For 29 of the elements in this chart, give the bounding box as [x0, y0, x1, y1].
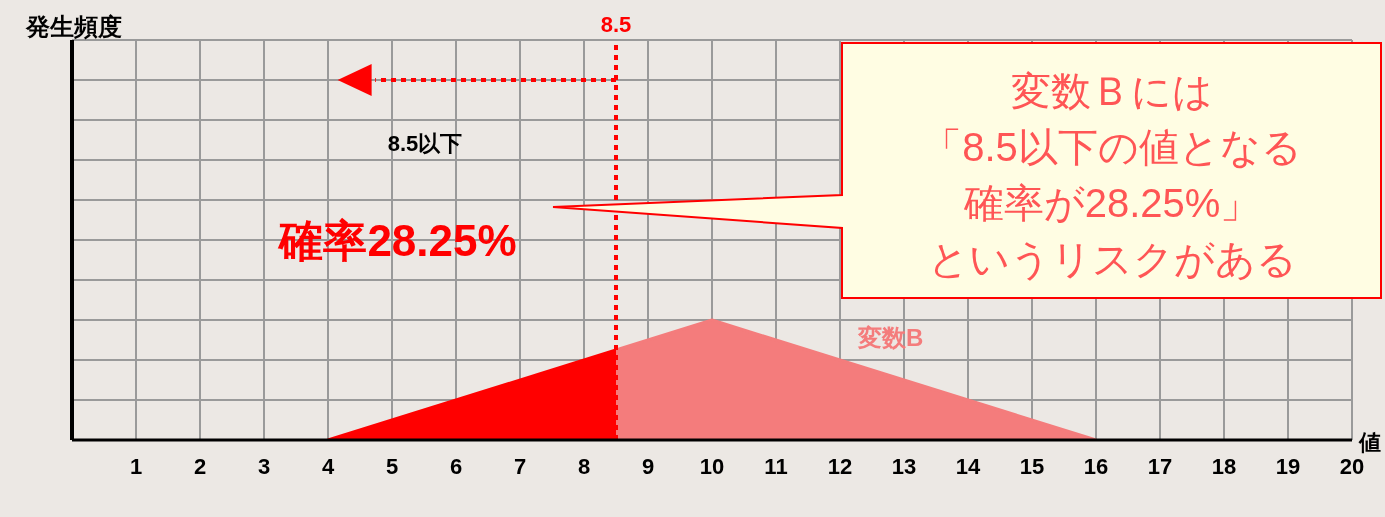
x-tick-label: 16 — [1083, 454, 1109, 479]
text: 8.5以下 — [387, 131, 463, 156]
ref-line-label: 8.5 — [600, 12, 632, 37]
x-tick-label: 13 — [891, 454, 917, 479]
x-tick-label: 10 — [699, 454, 725, 479]
x-tick-label: 18 — [1211, 454, 1237, 479]
text: 発生頻度 — [25, 13, 122, 40]
x-tick-label: 19 — [1275, 454, 1301, 479]
x-tick-label: 3 — [257, 454, 271, 479]
x-tick-label: 12 — [827, 454, 853, 479]
x-tick-label: 5 — [385, 454, 399, 479]
x-tick-label: 8 — [577, 454, 591, 479]
x-tick-label: 2 — [193, 454, 207, 479]
x-tick-label: 11 — [764, 454, 788, 479]
text: 確率28.25% — [277, 216, 517, 265]
x-tick-label: 17 — [1147, 454, 1173, 479]
x-tick-label: 7 — [513, 454, 527, 479]
x-tick-label: 15 — [1019, 454, 1045, 479]
x-tick-label: 14 — [955, 454, 981, 479]
text: 「8.5以下の値となる — [922, 125, 1302, 169]
x-tick-label: 9 — [641, 454, 655, 479]
text: 変数Ｂには — [1011, 69, 1213, 113]
x-tick-label: 4 — [321, 454, 335, 479]
x-tick-label: 6 — [449, 454, 463, 479]
x-tick-label: 20 — [1339, 454, 1365, 479]
text: 確率が28.25%」 — [962, 181, 1261, 225]
x-tick-label: 1 — [129, 454, 143, 479]
x-axis-title: 値 — [1358, 430, 1381, 455]
text: というリスクがある — [927, 237, 1297, 281]
